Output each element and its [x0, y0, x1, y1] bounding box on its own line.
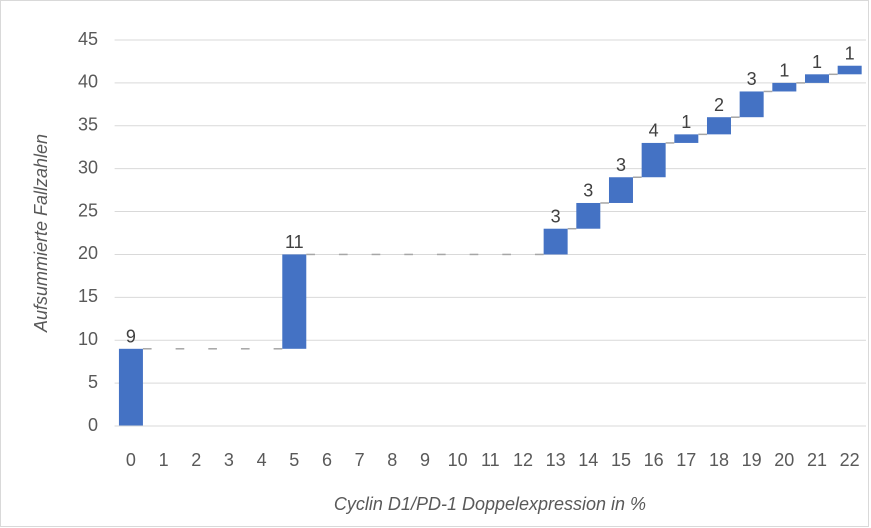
x-tick-label: 1 — [159, 450, 169, 470]
y-tick-label: 25 — [78, 200, 98, 220]
bar — [118, 348, 143, 426]
bar — [706, 117, 731, 135]
x-tick-label: 2 — [191, 450, 201, 470]
bar — [641, 142, 666, 178]
x-tick-label: 16 — [644, 450, 664, 470]
x-tick-label: 6 — [322, 450, 332, 470]
y-tick-label: 45 — [78, 29, 98, 49]
y-tick-label: 15 — [78, 286, 98, 306]
x-tick-label: 7 — [355, 450, 365, 470]
bar — [804, 74, 829, 83]
data-label: 3 — [616, 155, 626, 175]
bar — [608, 177, 633, 203]
x-tick-label: 5 — [289, 450, 299, 470]
data-label: 11 — [285, 232, 304, 252]
x-tick-label: 12 — [513, 450, 533, 470]
data-label: 1 — [681, 112, 691, 132]
data-label: 1 — [845, 43, 855, 63]
y-tick-label: 10 — [78, 329, 98, 349]
data-label: 3 — [551, 206, 561, 226]
x-tick-label: 14 — [578, 450, 598, 470]
data-label: 1 — [812, 52, 822, 72]
data-label: 4 — [649, 121, 659, 141]
y-tick-label: 30 — [78, 157, 98, 177]
y-tick-label: 20 — [78, 243, 98, 263]
bar — [576, 202, 601, 229]
x-tick-label: 22 — [840, 450, 860, 470]
bar — [674, 134, 699, 143]
bar — [772, 82, 797, 92]
data-label: 2 — [714, 95, 724, 115]
data-label: 9 — [126, 327, 136, 347]
y-tick-label: 40 — [78, 72, 98, 92]
x-tick-label: 4 — [257, 450, 267, 470]
bar — [543, 228, 568, 255]
data-label: 1 — [779, 61, 789, 81]
x-tick-label: 13 — [546, 450, 566, 470]
data-label: 3 — [747, 69, 757, 89]
x-tick-label: 11 — [481, 450, 500, 470]
x-tick-label: 15 — [611, 450, 631, 470]
x-tick-label: 21 — [807, 450, 827, 470]
x-tick-label: 0 — [126, 450, 136, 470]
bar — [282, 254, 307, 349]
x-tick-label: 10 — [448, 450, 468, 470]
bar — [739, 91, 764, 118]
x-tick-label: 8 — [387, 450, 397, 470]
y-tick-label: 35 — [78, 115, 98, 135]
bar — [837, 65, 862, 75]
x-tick-label: 3 — [224, 450, 234, 470]
x-tick-label: 18 — [709, 450, 729, 470]
x-tick-label: 17 — [676, 450, 696, 470]
x-tick-label: 20 — [774, 450, 794, 470]
x-axis-label: Cyclin D1/PD-1 Doppelexpression in % — [334, 494, 646, 514]
x-tick-label: 19 — [742, 450, 762, 470]
y-tick-label: 5 — [88, 372, 98, 392]
y-tick-label: 0 — [88, 415, 98, 435]
x-tick-label: 9 — [420, 450, 430, 470]
y-axis-label: Aufsummierte Fallzahlen — [31, 134, 51, 333]
data-label: 3 — [583, 181, 593, 201]
